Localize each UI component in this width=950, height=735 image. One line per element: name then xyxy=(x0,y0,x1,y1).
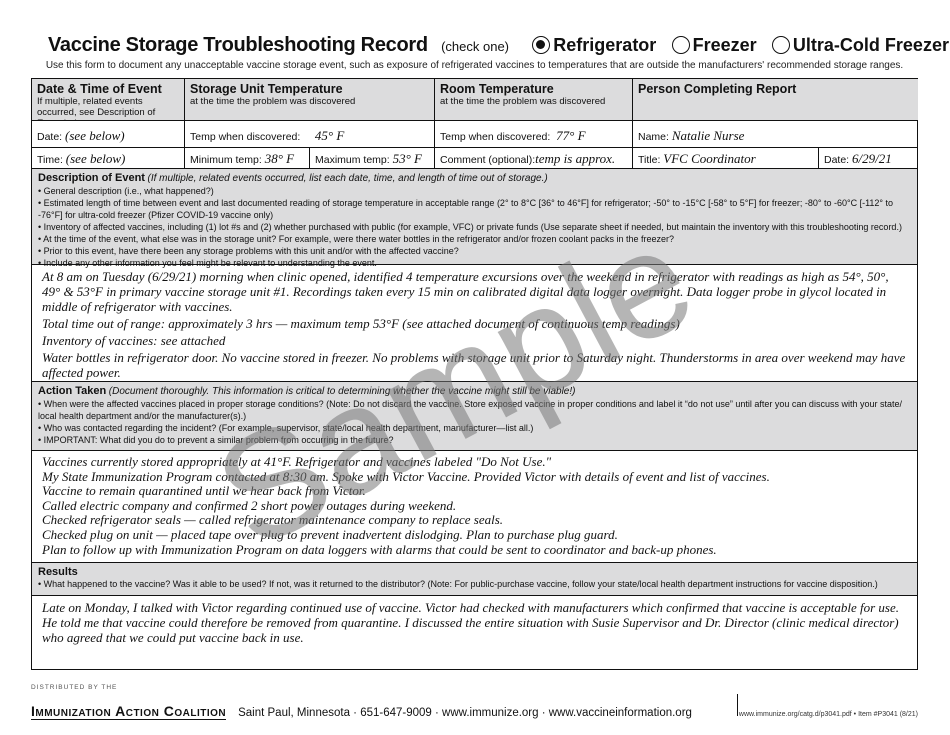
footer: DISTRIBUTED BY THE Immunization Action C… xyxy=(31,684,918,720)
record-table: Date & Time of Event If multiple, related… xyxy=(31,78,918,670)
header-room-temp: Room Temperature at the time the problem … xyxy=(435,79,633,121)
answer-line: Checked plug on unit — placed tape over … xyxy=(42,526,618,542)
prompt-item: At the time of the event, what else was … xyxy=(38,233,911,245)
action-prompts: When were the affected vaccines placed i… xyxy=(38,398,911,446)
header-storage-temp: Storage Unit Temperature at the time the … xyxy=(185,79,435,121)
answer-line: Late on Monday, I talked with Victor reg… xyxy=(42,600,899,645)
footer-contact: Saint Paul, Minnesota · 651-647-9009 · w… xyxy=(238,707,692,719)
results-prompts: What happened to the vaccine? Was it abl… xyxy=(38,578,911,590)
description-section-header: Description of Event (If multiple, relat… xyxy=(32,169,917,268)
comment-field[interactable]: Comment (optional):temp is approx. xyxy=(435,148,633,169)
action-answer[interactable]: Vaccines currently stored appropriately … xyxy=(32,451,917,563)
header-person: Person Completing Report xyxy=(633,79,918,121)
name-field[interactable]: Name: Natalie Nurse xyxy=(633,121,918,148)
report-date-field[interactable]: Date: 6/29/21 xyxy=(819,148,918,169)
option-freezer[interactable]: Freezer xyxy=(671,35,757,55)
storage-temp-field[interactable]: Temp when discovered: 45° F xyxy=(185,121,435,148)
radio-icon[interactable] xyxy=(771,36,790,54)
form-instructions: Use this form to document any unacceptab… xyxy=(45,60,904,71)
distributed-by-label: DISTRIBUTED BY THE xyxy=(31,684,118,691)
answer-line: Plan to follow up with Immunization Prog… xyxy=(42,541,717,557)
answer-line: Called electric company and confirmed 2 … xyxy=(42,497,457,513)
option-refrigerator[interactable]: Refrigerator xyxy=(532,35,656,55)
form-title-bar: Vaccine Storage Troubleshooting Record (… xyxy=(48,34,949,57)
radio-icon[interactable] xyxy=(671,36,690,54)
prompt-item: General description (i.e., what happened… xyxy=(38,185,911,197)
results-answer[interactable]: Late on Monday, I talked with Victor reg… xyxy=(32,596,917,669)
max-temp-field[interactable]: Maximum temp: 53° F xyxy=(310,148,435,169)
radio-checked-icon[interactable] xyxy=(532,36,551,54)
time-field[interactable]: Time: (see below) xyxy=(32,148,185,169)
footer-divider xyxy=(736,694,738,716)
min-temp-field[interactable]: Minimum temp: 38° F xyxy=(185,148,310,169)
prompt-item: Inventory of affected vaccines, includin… xyxy=(38,221,911,233)
answer-line: Vaccine to remain quarantined until we h… xyxy=(42,483,366,499)
header-date-time: Date & Time of Event If multiple, related… xyxy=(32,79,185,121)
option-ultra-cold-freezer[interactable]: Ultra-Cold Freezer xyxy=(771,35,949,55)
answer-line: At 8 am on Tuesday (6/29/21) morning whe… xyxy=(42,269,889,314)
iac-logo: Immunization Action Coalition xyxy=(31,703,227,720)
page-title: Vaccine Storage Troubleshooting Record xyxy=(48,34,428,56)
check-one-label: (check one) xyxy=(441,39,509,54)
prompt-item: When were the affected vaccines placed i… xyxy=(38,398,911,422)
prompt-item: Prior to this event, have there been any… xyxy=(38,245,911,257)
answer-line: Total time out of range: approximately 3… xyxy=(42,316,680,331)
date-field[interactable]: Date: (see below) xyxy=(32,121,185,148)
prompt-item: Who was contacted regarding the incident… xyxy=(38,422,911,434)
answer-line: Vaccines currently stored appropriately … xyxy=(42,454,552,469)
prompt-item: What happened to the vaccine? Was it abl… xyxy=(38,578,911,590)
action-section-header: Action Taken (Document thoroughly. This … xyxy=(32,382,917,451)
results-section-header: Results What happened to the vaccine? Wa… xyxy=(32,563,917,596)
answer-line: Inventory of vaccines: see attached xyxy=(42,333,226,348)
prompt-item: Estimated length of time between event a… xyxy=(38,197,911,221)
footer-item-number: www.immunize.org/catg.d/p3041.pdf • Item… xyxy=(738,711,918,718)
answer-line: My State Immunization Program contacted … xyxy=(42,468,770,484)
answer-line: Water bottles in refrigerator door. No v… xyxy=(42,350,906,380)
answer-line: Checked refrigerator seals — called refr… xyxy=(42,512,504,528)
prompt-item: IMPORTANT: What did you do to prevent a … xyxy=(38,434,911,446)
room-temp-field[interactable]: Temp when discovered: 77° F xyxy=(435,121,633,148)
title-field[interactable]: Title: VFC Coordinator xyxy=(633,148,819,169)
description-answer[interactable]: At 8 am on Tuesday (6/29/21) morning whe… xyxy=(32,265,917,382)
prompt-item: Include any other information you feel m… xyxy=(38,257,911,269)
description-prompts: General description (i.e., what happened… xyxy=(38,185,911,269)
